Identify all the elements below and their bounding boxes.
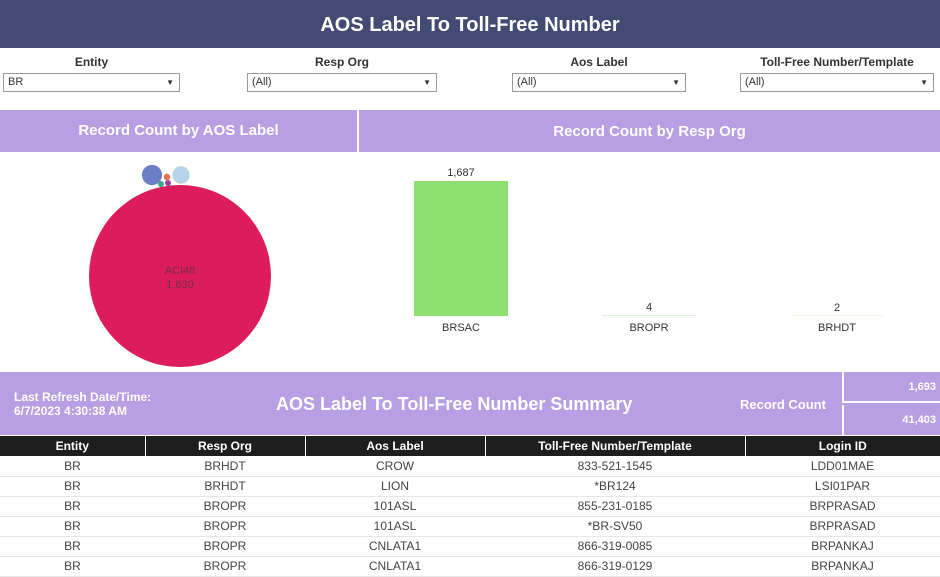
table-cell: BR <box>0 496 145 517</box>
table-cell: *BR124 <box>485 476 745 497</box>
refresh-value: 6/7/2023 4:30:38 AM <box>14 404 127 418</box>
chevron-down-icon: ▼ <box>920 78 928 87</box>
table-cell: BRPRASAD <box>745 496 940 517</box>
bubble-label-name: ACI48 <box>165 265 196 277</box>
chevron-down-icon: ▼ <box>672 78 680 87</box>
table-cell: LION <box>305 476 485 497</box>
page-title: AOS Label To Toll-Free Number <box>0 0 940 48</box>
col-resp-org[interactable]: Resp Org <box>145 436 306 456</box>
bar-category-label: BROPR <box>629 322 668 334</box>
refresh-label: Last Refresh Date/Time: <box>14 390 152 404</box>
summary-band: Last Refresh Date/Time: 6/7/2023 4:30:38… <box>0 372 940 436</box>
table-cell: BR <box>0 516 145 537</box>
table-cell: BRPANKAJ <box>745 536 940 557</box>
filter-resp-org: Resp Org (All) ▼ <box>247 55 437 92</box>
record-count-value: 1,693 <box>842 372 940 403</box>
entity-dropdown-value: BR <box>8 76 24 88</box>
table-cell: CNLATA1 <box>305 556 485 577</box>
bar-value-label: 4 <box>646 302 652 314</box>
table-cell: BR <box>0 456 145 477</box>
resp-bar-chart: 1,687 BRSAC 4 BROPR 2 BRHDT <box>358 153 940 371</box>
table-cell: BRPANKAJ <box>745 556 940 577</box>
col-login-id[interactable]: Login ID <box>745 436 940 456</box>
bar-value-label: 2 <box>834 302 840 314</box>
table-cell: 866-319-0085 <box>485 536 745 557</box>
table-cell: 833-521-1545 <box>485 456 745 477</box>
aos-label-dropdown[interactable]: (All) ▼ <box>512 73 686 92</box>
resp-org-dropdown[interactable]: (All) ▼ <box>247 73 437 92</box>
bubble-label-value: 1,630 <box>166 279 194 291</box>
table-row[interactable]: BR BROPR CNLATA1 866-319-0129 BRPANKAJ <box>0 556 940 577</box>
col-aos-label[interactable]: Aos Label <box>305 436 486 456</box>
table-cell: CNLATA1 <box>305 536 485 557</box>
chevron-down-icon: ▼ <box>166 78 174 87</box>
table-row[interactable]: BR BRHDT LION *BR124 LSI01PAR <box>0 476 940 497</box>
table-cell: 866-319-0129 <box>485 556 745 577</box>
table-row[interactable]: BR BROPR 101ASL *BR-SV50 BRPRASAD <box>0 516 940 537</box>
record-count-label: Record Count <box>740 397 826 412</box>
bar-category-label: BRHDT <box>818 322 856 334</box>
bubble-item-4[interactable] <box>165 180 171 186</box>
aos-bubble-svg: ACI48 1,630 <box>89 164 271 367</box>
filter-entity: Entity BR ▼ <box>3 55 180 92</box>
table-cell: BROPR <box>145 536 305 557</box>
table-cell: BR <box>0 476 145 497</box>
table-cell: BR <box>0 536 145 557</box>
bar-brsac[interactable] <box>414 181 508 316</box>
table-cell: BR <box>0 556 145 577</box>
last-refresh: Last Refresh Date/Time: 6/7/2023 4:30:38… <box>14 390 151 418</box>
table-cell: BROPR <box>145 496 305 517</box>
table-cell: 855-231-0185 <box>485 496 745 517</box>
aos-chart-title: Record Count by AOS Label <box>0 110 357 152</box>
summary-table: Entity Resp Org Aos Label Toll-Free Numb… <box>0 436 940 577</box>
table-cell: 101ASL <box>305 516 485 537</box>
table-row[interactable]: BR BRHDT CROW 833-521-1545 LDD01MAE <box>0 456 940 477</box>
toll-free-dropdown-value: (All) <box>745 76 765 88</box>
table-cell: CROW <box>305 456 485 477</box>
login-count-value: 41,403 <box>842 405 940 436</box>
table-cell: BRHDT <box>145 456 305 477</box>
table-header-row: Entity Resp Org Aos Label Toll-Free Numb… <box>0 436 940 456</box>
table-cell: BRPRASAD <box>745 516 940 537</box>
table-cell: BROPR <box>145 516 305 537</box>
table-cell: 101ASL <box>305 496 485 517</box>
resp-chart-title: Record Count by Resp Org <box>359 110 940 152</box>
filter-toll-free: Toll-Free Number/Template (All) ▼ <box>740 55 934 92</box>
aos-bubble-chart: ACI48 1,630 <box>0 153 357 371</box>
entity-dropdown[interactable]: BR ▼ <box>3 73 180 92</box>
filter-aos-label-label: Aos Label <box>570 55 628 69</box>
summary-title: AOS Label To Toll-Free Number Summary <box>276 394 633 414</box>
aos-label-dropdown-value: (All) <box>517 76 537 88</box>
filter-toll-free-label: Toll-Free Number/Template <box>760 55 914 69</box>
filter-resp-org-label: Resp Org <box>314 55 369 69</box>
col-entity[interactable]: Entity <box>0 436 146 456</box>
table-cell: LSI01PAR <box>745 476 940 497</box>
table-cell: BRHDT <box>145 476 305 497</box>
table-cell: BROPR <box>145 556 305 577</box>
table-row[interactable]: BR BROPR CNLATA1 866-319-0085 BRPANKAJ <box>0 536 940 557</box>
table-cell: *BR-SV50 <box>485 516 745 537</box>
bubble-item-2[interactable] <box>172 166 190 184</box>
resp-bar-svg: 1,687 BRSAC 4 BROPR 2 BRHDT <box>414 167 884 334</box>
filter-entity-label: Entity <box>74 55 109 69</box>
filter-aos-label: Aos Label (All) ▼ <box>512 55 686 92</box>
table-row[interactable]: BR BROPR 101ASL 855-231-0185 BRPRASAD <box>0 496 940 517</box>
bubble-item-3[interactable] <box>163 173 171 181</box>
bubble-item-5[interactable] <box>158 181 164 187</box>
chevron-down-icon: ▼ <box>423 78 431 87</box>
bar-category-label: BRSAC <box>442 322 480 334</box>
bubble-ACI48[interactable] <box>89 185 271 367</box>
resp-org-dropdown-value: (All) <box>252 76 272 88</box>
bubble-item-1[interactable] <box>141 164 163 186</box>
table-cell: LDD01MAE <box>745 456 940 477</box>
toll-free-dropdown[interactable]: (All) ▼ <box>740 73 934 92</box>
col-toll-free[interactable]: Toll-Free Number/Template <box>485 436 746 456</box>
bar-value-label: 1,687 <box>447 167 475 179</box>
